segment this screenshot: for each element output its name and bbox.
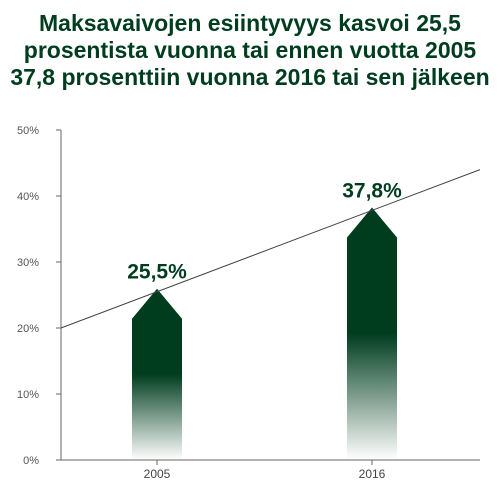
y-tick-label: 0% bbox=[23, 455, 39, 467]
bar-2016 bbox=[347, 207, 397, 460]
bar-2005 bbox=[132, 288, 182, 460]
y-tick-label: 30% bbox=[17, 257, 39, 269]
y-tick-label: 40% bbox=[17, 191, 39, 203]
data-label-2005: 25,5% bbox=[127, 261, 187, 284]
data-label-2016: 37,8% bbox=[342, 180, 402, 203]
x-tick-label: 2016 bbox=[359, 467, 386, 481]
y-tick-label: 20% bbox=[17, 323, 39, 335]
trend-line bbox=[60, 169, 481, 329]
chart-title: Maksavaivojen esiintyvyys kasvoi 25,5 pr… bbox=[10, 10, 490, 90]
y-tick-label: 10% bbox=[17, 389, 39, 401]
y-tick-label: 50% bbox=[17, 125, 39, 137]
x-tick-label: 2005 bbox=[144, 467, 171, 481]
